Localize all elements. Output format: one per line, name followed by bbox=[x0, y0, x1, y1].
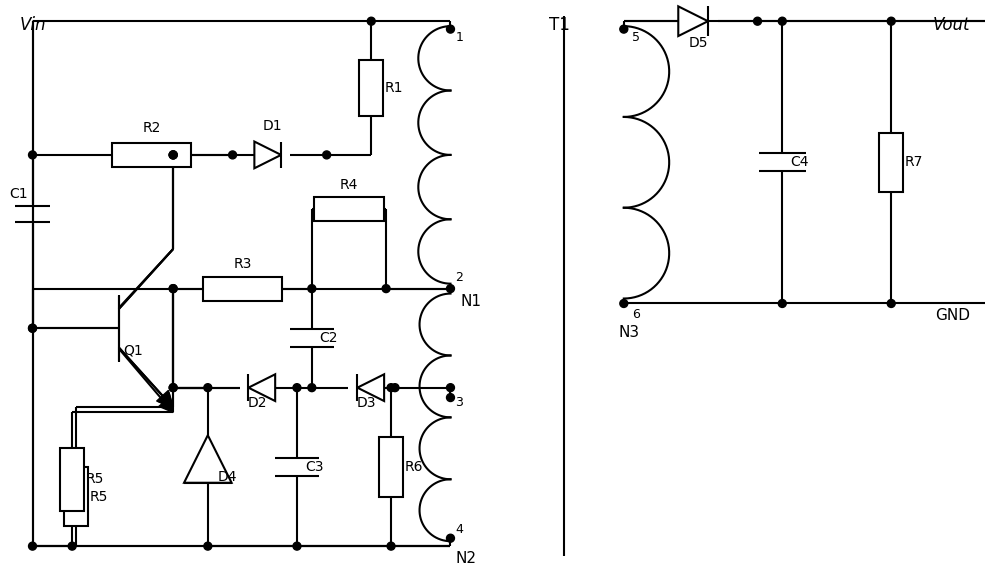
Bar bbox=[64, 467, 88, 526]
Text: C4: C4 bbox=[790, 155, 809, 170]
Bar bbox=[314, 198, 384, 222]
Bar bbox=[379, 437, 403, 497]
Bar bbox=[60, 448, 84, 511]
Polygon shape bbox=[248, 374, 275, 401]
Circle shape bbox=[447, 384, 454, 392]
Circle shape bbox=[204, 384, 212, 392]
Circle shape bbox=[391, 384, 399, 392]
Circle shape bbox=[29, 324, 36, 332]
Text: Vout: Vout bbox=[933, 16, 970, 34]
Circle shape bbox=[293, 542, 301, 550]
Circle shape bbox=[447, 25, 454, 33]
Bar bbox=[203, 277, 282, 300]
Circle shape bbox=[754, 17, 761, 25]
Text: C1: C1 bbox=[9, 187, 28, 200]
Circle shape bbox=[204, 542, 212, 550]
Circle shape bbox=[29, 324, 36, 332]
Circle shape bbox=[68, 542, 76, 550]
Circle shape bbox=[447, 393, 454, 401]
Polygon shape bbox=[159, 392, 173, 408]
Circle shape bbox=[620, 25, 628, 33]
Circle shape bbox=[887, 17, 895, 25]
Text: N2: N2 bbox=[455, 551, 476, 566]
Circle shape bbox=[620, 300, 628, 307]
Text: N1: N1 bbox=[460, 293, 481, 308]
Text: N3: N3 bbox=[619, 325, 640, 340]
Circle shape bbox=[169, 384, 177, 392]
Text: C2: C2 bbox=[320, 331, 338, 345]
Circle shape bbox=[387, 542, 395, 550]
Text: D2: D2 bbox=[248, 396, 267, 409]
Circle shape bbox=[387, 384, 395, 392]
Text: Q1: Q1 bbox=[124, 343, 143, 357]
Circle shape bbox=[169, 151, 177, 159]
Text: 6: 6 bbox=[632, 308, 640, 321]
Text: 3: 3 bbox=[455, 396, 463, 409]
Circle shape bbox=[447, 534, 454, 542]
Circle shape bbox=[447, 285, 454, 292]
Polygon shape bbox=[159, 397, 173, 412]
Text: R3: R3 bbox=[233, 257, 252, 271]
Text: 2: 2 bbox=[455, 271, 463, 284]
Text: D1: D1 bbox=[262, 119, 282, 133]
Circle shape bbox=[382, 285, 390, 292]
Bar bbox=[879, 132, 903, 192]
Text: 4: 4 bbox=[455, 523, 463, 536]
Circle shape bbox=[887, 300, 895, 307]
Text: T1: T1 bbox=[549, 16, 570, 34]
Text: D3: D3 bbox=[357, 396, 376, 409]
Circle shape bbox=[229, 151, 237, 159]
Circle shape bbox=[29, 542, 36, 550]
Text: 1: 1 bbox=[455, 31, 463, 44]
Polygon shape bbox=[678, 6, 708, 36]
Text: R7: R7 bbox=[905, 155, 923, 170]
Text: 5: 5 bbox=[632, 31, 640, 44]
Circle shape bbox=[169, 151, 177, 159]
Text: R1: R1 bbox=[385, 81, 404, 95]
Circle shape bbox=[308, 384, 316, 392]
Circle shape bbox=[169, 384, 177, 392]
Text: Vin: Vin bbox=[20, 16, 46, 34]
Circle shape bbox=[169, 151, 177, 159]
Text: R4: R4 bbox=[340, 178, 358, 191]
Circle shape bbox=[778, 300, 786, 307]
Circle shape bbox=[367, 17, 375, 25]
Polygon shape bbox=[254, 142, 281, 168]
Circle shape bbox=[169, 285, 177, 292]
Bar bbox=[359, 61, 383, 116]
Polygon shape bbox=[184, 435, 232, 482]
Circle shape bbox=[308, 285, 316, 292]
Text: D5: D5 bbox=[688, 36, 708, 50]
Polygon shape bbox=[357, 374, 384, 401]
Circle shape bbox=[778, 17, 786, 25]
Text: R6: R6 bbox=[405, 460, 423, 474]
Text: R2: R2 bbox=[142, 121, 161, 135]
Text: R5: R5 bbox=[86, 472, 104, 486]
Polygon shape bbox=[157, 391, 173, 408]
Circle shape bbox=[169, 285, 177, 292]
Circle shape bbox=[323, 151, 331, 159]
Text: D4: D4 bbox=[218, 470, 237, 484]
Circle shape bbox=[29, 151, 36, 159]
Text: R5: R5 bbox=[90, 489, 108, 504]
Circle shape bbox=[293, 384, 301, 392]
Text: GND: GND bbox=[935, 308, 970, 323]
Bar bbox=[112, 143, 191, 167]
Text: C3: C3 bbox=[305, 460, 323, 474]
